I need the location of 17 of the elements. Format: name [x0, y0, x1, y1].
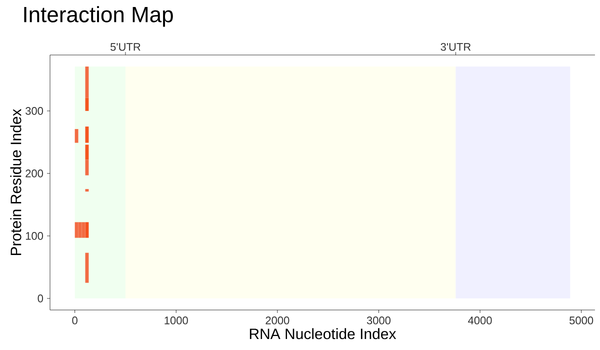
- x-tick-label: 4000: [468, 316, 492, 324]
- bar: [74, 222, 78, 238]
- y-tick-label: 100: [26, 232, 44, 240]
- x-tick-label: 1000: [164, 316, 188, 324]
- ref-line-label: 5'UTR: [110, 43, 140, 51]
- y-tick-label: 0: [38, 294, 44, 302]
- y-tick-label: 200: [26, 170, 44, 178]
- y-tick-label: 300: [26, 107, 44, 115]
- x-tick-label: 3000: [366, 316, 391, 324]
- ref-line-label: 3'UTR: [440, 43, 471, 51]
- x-tick-label: 2000: [266, 316, 290, 324]
- x-tick-label: 0: [72, 316, 78, 324]
- y-axis-title: Protein Residue Index: [10, 108, 22, 256]
- bar: [82, 222, 86, 238]
- x-axis-title: RNA Nucleotide Index: [250, 328, 396, 340]
- chart-title: Interaction Map: [24, 6, 173, 27]
- x-tick-label: 5000: [570, 316, 594, 324]
